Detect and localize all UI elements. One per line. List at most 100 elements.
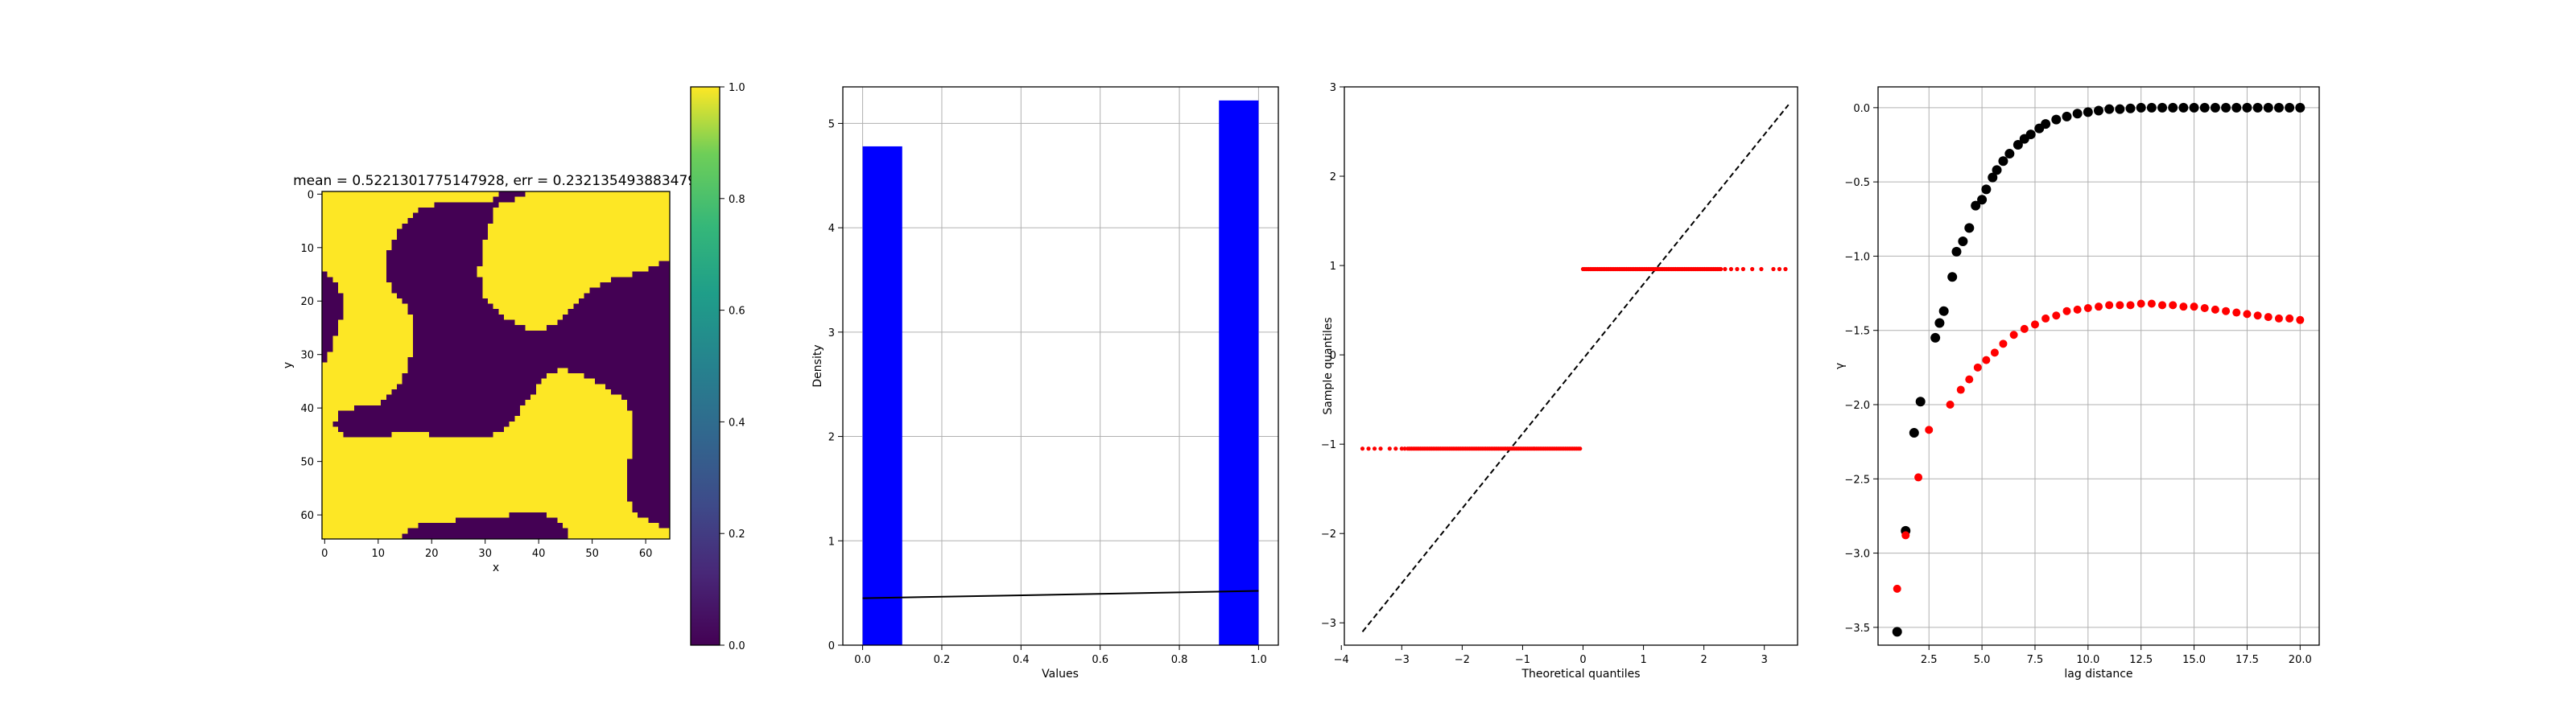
qq-point [1366,446,1371,451]
heatmap-cell-run [322,191,499,197]
y-tick-label: 10 [300,243,314,255]
variogram-point-red [2147,299,2156,308]
y-tick-label: 20 [300,296,314,308]
heatmap-cell-run [482,250,670,256]
x-tick-label: 12.5 [2129,654,2153,666]
heatmap-cell-run [322,234,398,240]
heatmap-cell-run [488,234,670,240]
heatmap-cell-run [530,394,622,401]
variogram-point-black [2115,104,2125,114]
variogram-point-red [2052,311,2061,320]
variogram-point-black [2062,111,2072,121]
variogram-point-black [2104,104,2115,114]
heatmap-cell-run [493,212,670,219]
heatmap-cell-run [332,341,413,347]
variogram-point-black [1909,428,1919,438]
variogram-point-red [2073,305,2082,314]
x-tick-label: 10 [372,548,386,560]
x-tick-label: 20 [425,548,439,560]
heatmap-cell-run [343,298,402,304]
qq-point [1750,266,1755,272]
heatmap-cell-run [337,330,413,336]
colorbar-tick-label: 0.2 [729,529,745,541]
variogram-point-black [1915,397,1926,407]
variogram-point-black [2041,119,2051,130]
heatmap-cell-run [332,335,413,342]
variogram-point-red [2211,305,2219,314]
qq-point [1723,266,1728,272]
y-tick-label: −1.5 [1844,326,1870,338]
heatmap-cell-run [503,314,564,320]
heatmap-cell-run [498,202,670,208]
heatmap-cell-run [322,463,627,470]
heatmap-cell-run [525,191,670,197]
variogram-point-red [2253,311,2262,320]
variogram-point-red [2169,301,2178,310]
variogram-point-black [2189,102,2199,113]
variogram-point-red [2285,314,2294,323]
qq-point [1360,446,1365,451]
density-line [862,590,1259,599]
variogram-point-red [2158,301,2167,310]
variogram-point-red [2274,314,2283,323]
x-tick-label: 1 [1640,654,1646,666]
x-tick-label: 1.0 [1250,654,1267,666]
heatmap-cell-run [332,277,386,282]
heatmap-cell-run [547,372,584,379]
variogram-point-red [2126,301,2135,310]
heatmap-cell-run [482,293,584,298]
qq-point [1372,446,1377,451]
heatmap-cell-run [322,432,344,438]
colorbar-tick-label: 0.0 [729,640,745,652]
heatmap-cell-run [322,475,627,480]
variogram-point-red [2062,306,2071,315]
y-tick-label: 4 [828,223,835,235]
y-tick-label: 2 [1330,171,1336,183]
colorbar-tick-label: 0.8 [729,194,745,206]
y-tick-label: 40 [300,403,314,415]
heatmap-cell-run [322,426,338,433]
heatmap-cell-run [322,389,392,395]
variogram-point-red [1956,385,1965,394]
variogram-x-axis-label: lag distance [2064,668,2132,681]
colorbar-tick-label: 0.4 [729,417,745,429]
heatmap-cell-run [337,319,413,326]
heatmap-cell-run [322,228,398,235]
variogram-point-black [1977,195,1988,205]
heatmap-cell-run [327,352,413,358]
qq-point [1728,266,1734,272]
heatmap-cell-run [322,459,627,464]
x-tick-label: −1 [1515,654,1530,666]
variogram-point-black [2252,102,2263,113]
variogram-point-red [2020,324,2029,333]
variogram-point-black [2242,102,2252,113]
variogram-point-red [1946,400,1955,409]
y-tick-label: 2 [828,432,835,444]
variogram-point-red [2232,308,2241,317]
qq-point [1402,446,1407,451]
heatmap-cell-run [482,255,670,261]
heatmap-cell-run [563,523,659,529]
heatmap-x-axis-label: x [493,562,499,574]
x-tick-label: −2 [1455,654,1470,666]
heatmap-cell-run [482,287,590,294]
heatmap-cell-run [322,218,408,224]
y-tick-label: −0.5 [1844,177,1870,189]
heatmap-cell-run [557,368,568,373]
heatmap-cell-run [322,362,408,368]
x-tick-label: 0 [1579,654,1586,666]
heatmap-cell-run [322,384,398,389]
histogram-x-axis-label: Values [1042,668,1079,681]
y-tick-label: 1 [828,536,835,548]
heatmap-cell-run [322,533,402,539]
heatmap-cell-run [514,319,558,326]
heatmap-cell-run [519,405,627,411]
variogram-point-black [2157,102,2168,113]
variogram-frame [1877,86,2320,646]
x-tick-label: −4 [1334,654,1349,666]
heatmap-cell-run [322,416,338,422]
heatmap-cell-run [322,507,633,512]
heatmap-cell-run [322,437,633,443]
heatmap-cell-run [332,346,413,352]
variogram-point-black [1988,172,1998,183]
